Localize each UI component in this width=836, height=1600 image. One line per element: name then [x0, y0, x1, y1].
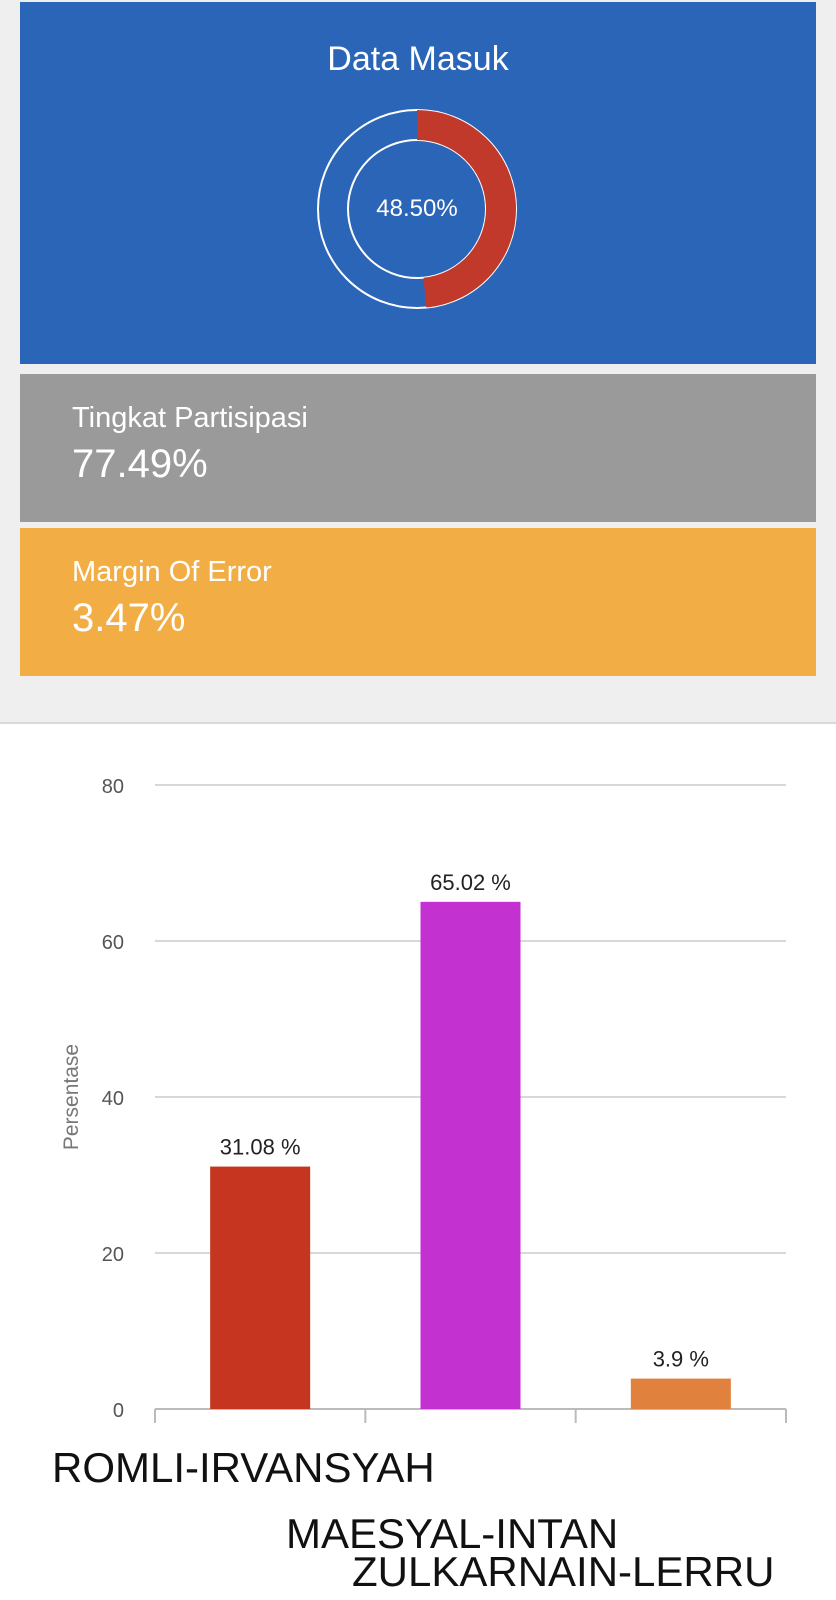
data-label-2: 3.9 % [653, 1347, 709, 1372]
bar-zulkarnain-lerru [630, 1378, 731, 1409]
category-label-2: ZULKARNAIN-LERRU [352, 1548, 774, 1595]
partisipasi-label: Tingkat Partisipasi [72, 402, 308, 434]
bar-maesyal-intan [420, 901, 521, 1409]
margin-error-label: Margin Of Error [72, 556, 272, 588]
margin-error-card: Margin Of Error 3.47% [20, 528, 816, 676]
data-label-1: 65.02 % [430, 870, 511, 895]
y-tick-label-20: 20 [102, 1244, 124, 1266]
data-masuk-card: Data Masuk [20, 2, 816, 364]
partisipasi-value: 77.49% [72, 442, 208, 486]
margin-error-value: 3.47% [72, 596, 186, 640]
vote-bar-chart: 0 20 40 60 80 Persentase 31.08 % 65.02 % 3.9 % RO… [52, 776, 787, 1595]
y-tick-label-0: 0 [113, 1400, 124, 1422]
y-tick-label-60: 60 [102, 932, 124, 954]
data-masuk-percent: 48.50% [376, 195, 458, 222]
y-tick-label-40: 40 [102, 1088, 124, 1110]
partisipasi-card: Tingkat Partisipasi 77.49% [20, 374, 816, 522]
y-axis-label: Persentase [60, 1044, 83, 1150]
category-label-1: MAESYAL-INTAN [286, 1510, 618, 1557]
donut-progress-arc [417, 110, 517, 308]
data-label-0: 31.08 % [220, 1135, 301, 1160]
summary-area: Data Masuk 48.50% Tingkat Partisipasi 77… [0, 0, 836, 724]
bar-romli-irvansyah [210, 1166, 311, 1409]
category-label-0: ROMLI-IRVANSYAH [52, 1444, 435, 1491]
y-tick-label-80: 80 [102, 776, 124, 798]
data-masuk-donut [317, 109, 517, 309]
data-masuk-title: Data Masuk [327, 40, 509, 78]
